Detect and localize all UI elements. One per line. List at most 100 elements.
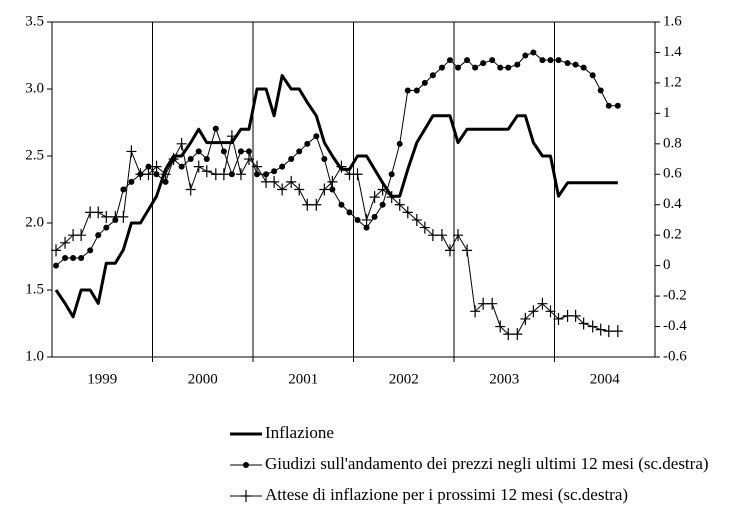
marker [70, 255, 77, 262]
marker [421, 79, 428, 86]
series-line [55, 51, 618, 267]
marker [354, 216, 361, 223]
x-tick-label: 2004 [590, 371, 621, 387]
marker [495, 320, 506, 333]
y-tick-label: 1.0 [25, 348, 44, 364]
y2-tick-label: 1.2 [663, 74, 682, 90]
y2-tick-label: -0.6 [663, 348, 687, 364]
y-tick-label: 1.5 [25, 281, 44, 297]
marker [51, 244, 62, 257]
marker [497, 64, 504, 71]
marker [277, 183, 288, 196]
marker [478, 297, 489, 310]
marker [612, 325, 623, 338]
y2-tick-label: 1 [663, 105, 671, 121]
marker [512, 328, 523, 341]
marker [404, 87, 411, 94]
marker [438, 64, 445, 71]
marker [388, 171, 395, 178]
marker [220, 148, 227, 155]
marker [480, 60, 487, 67]
marker [377, 183, 388, 196]
marker [311, 198, 322, 211]
marker [185, 183, 196, 196]
marker [294, 183, 305, 196]
marker [419, 221, 430, 234]
marker [313, 133, 320, 140]
marker [336, 160, 347, 173]
y2-tick-label: 0 [663, 257, 671, 273]
y-tick-label: 2.5 [25, 147, 44, 163]
marker [580, 64, 587, 71]
marker [118, 210, 129, 223]
marker [168, 153, 179, 166]
marker [369, 191, 380, 204]
marker [394, 198, 405, 211]
marker [271, 168, 278, 175]
marker [402, 206, 413, 219]
y2-tick-label: 0.4 [663, 196, 682, 212]
marker [520, 312, 531, 325]
marker [462, 244, 473, 257]
marker [547, 57, 554, 64]
marker [464, 57, 471, 64]
marker [427, 229, 438, 242]
marker [453, 229, 464, 242]
marker [162, 178, 169, 185]
y2-tick-label: 0.6 [663, 166, 682, 182]
marker [60, 236, 71, 249]
marker [386, 191, 397, 204]
legend-label: Giudizi sull'andamento dei prezzi negli … [265, 454, 709, 473]
marker [176, 137, 187, 150]
x-tick-label: 2003 [489, 371, 519, 387]
legend-marker [241, 490, 251, 502]
series-line [55, 135, 618, 335]
marker [228, 171, 235, 178]
marker [578, 317, 589, 330]
marker [302, 198, 313, 211]
y2-tick-label: 0.2 [663, 227, 682, 243]
marker [288, 156, 295, 163]
y2-tick-label: 1.4 [663, 44, 682, 60]
marker [245, 148, 252, 155]
y-tick-label: 3.5 [25, 13, 44, 29]
marker [346, 209, 353, 216]
marker [103, 224, 110, 231]
marker [201, 165, 212, 178]
marker [413, 87, 420, 94]
marker [153, 171, 160, 178]
marker [539, 57, 546, 64]
marker [160, 168, 171, 181]
marker [304, 140, 311, 147]
x-tick-label: 2001 [288, 371, 318, 387]
marker [319, 183, 330, 196]
marker [243, 153, 254, 166]
marker [62, 255, 69, 262]
legend-label: Attese di inflazione per i prossimi 12 m… [265, 485, 628, 504]
marker [128, 178, 135, 185]
marker [455, 64, 462, 71]
marker [446, 57, 453, 64]
marker [78, 255, 85, 262]
marker [444, 244, 455, 257]
marker [143, 168, 154, 181]
marker [203, 156, 210, 163]
marker [145, 163, 152, 170]
marker [269, 175, 280, 188]
marker [514, 61, 521, 68]
marker [120, 186, 127, 193]
marker [195, 148, 202, 155]
y2-tick-label: -0.2 [663, 288, 687, 304]
marker [614, 102, 621, 109]
marker [603, 325, 614, 338]
marker [487, 297, 498, 310]
y2-tick-label: -0.4 [663, 318, 687, 334]
marker [218, 168, 229, 181]
marker [537, 297, 548, 310]
series-line [54, 74, 618, 319]
marker [254, 171, 261, 178]
marker [472, 64, 479, 71]
y-tick-label: 3.0 [25, 80, 44, 96]
marker [470, 305, 481, 318]
